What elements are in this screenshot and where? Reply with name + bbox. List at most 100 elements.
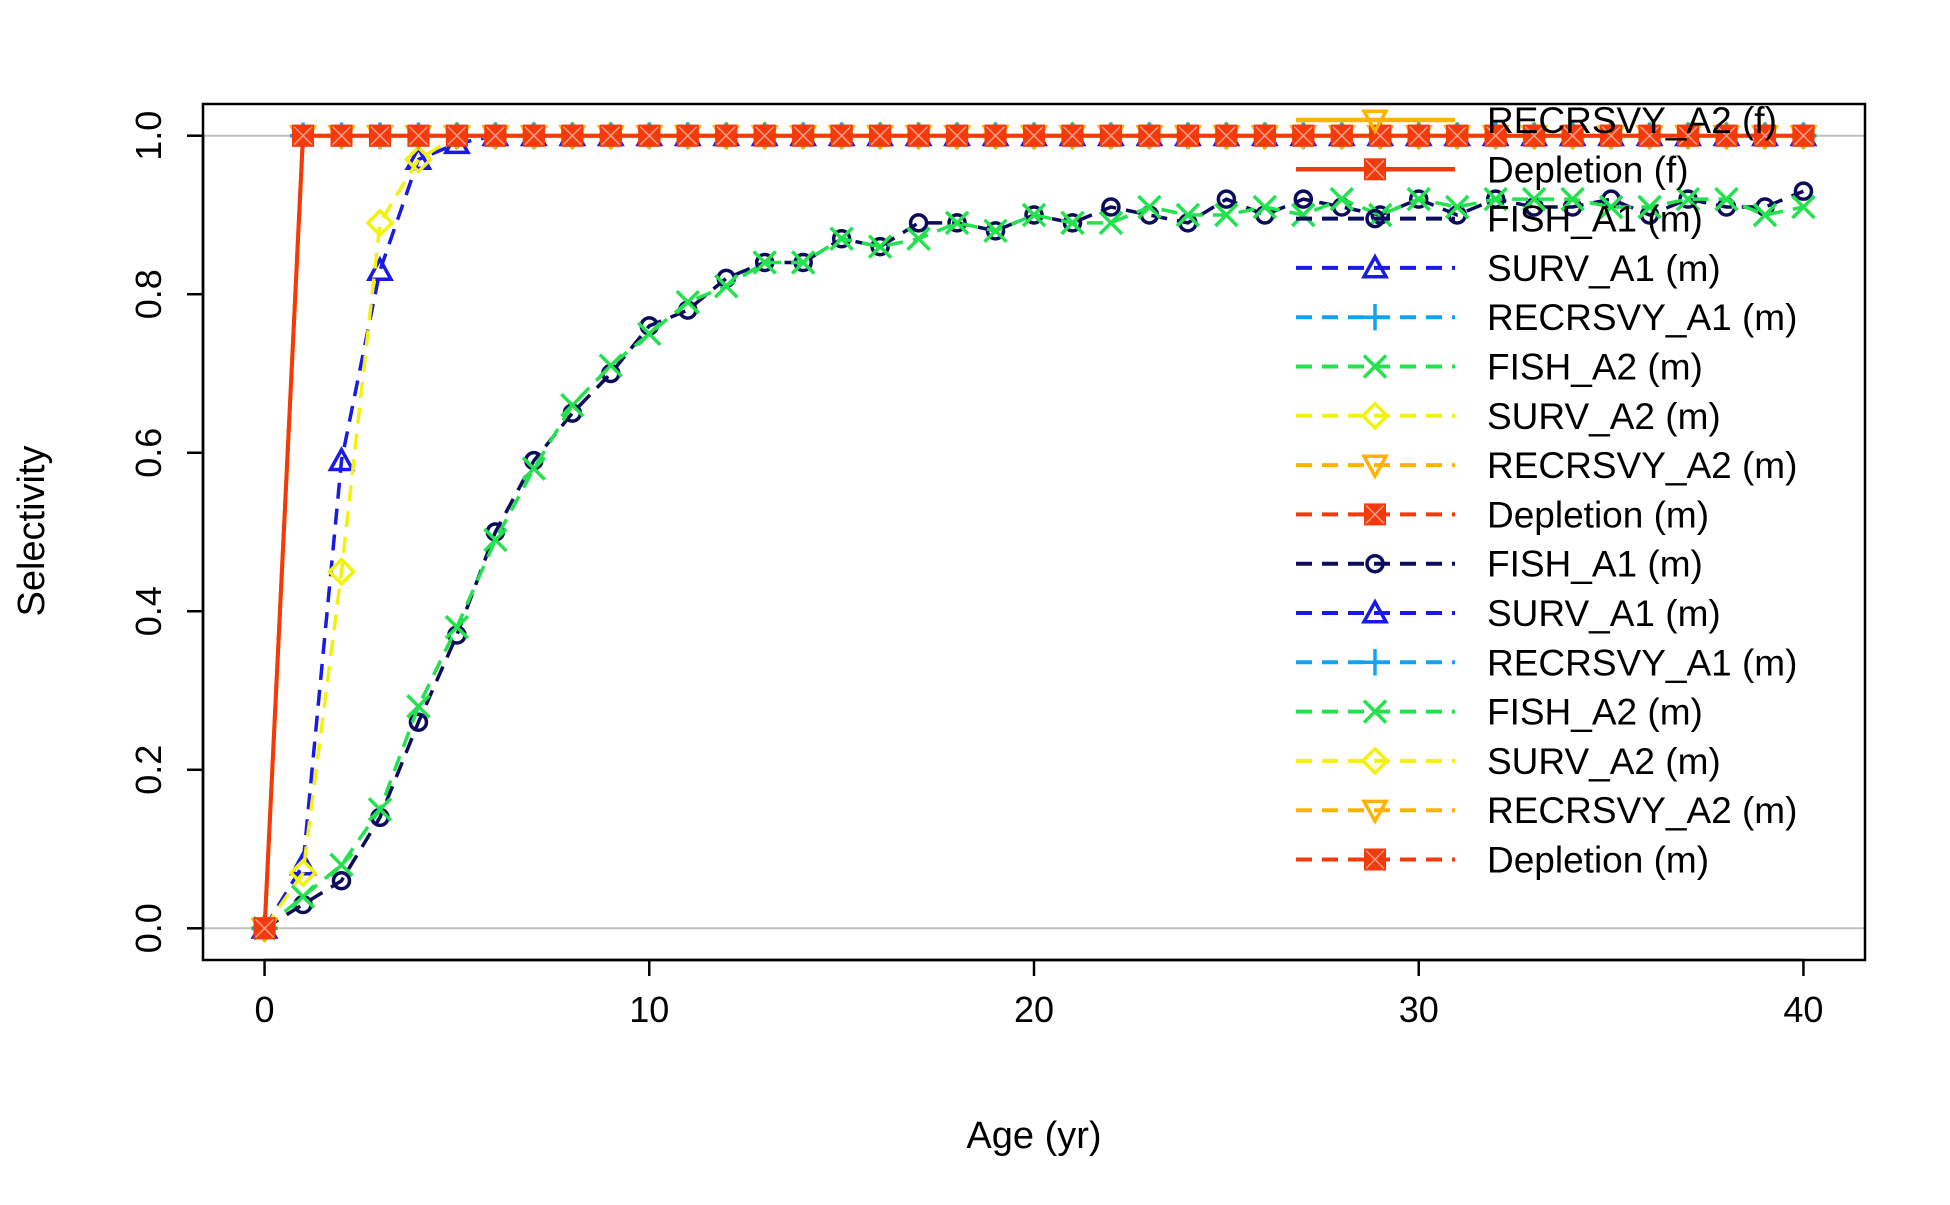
legend-entry: SURV_A2 (m) — [1296, 396, 1721, 437]
data-point-shape — [326, 557, 357, 587]
data-point — [367, 797, 393, 822]
data-point — [1253, 124, 1276, 147]
data-point-shape-cross — [1255, 126, 1275, 146]
data-point — [404, 144, 433, 171]
data-point — [1061, 124, 1084, 147]
data-point — [1060, 210, 1085, 236]
series-line — [262, 133, 1804, 929]
y-tick-label: 0.8 — [128, 269, 169, 319]
legend-marker-shape — [1365, 208, 1385, 229]
data-point — [752, 250, 777, 275]
legend-marker — [1361, 253, 1389, 279]
data-point — [1638, 124, 1661, 147]
data-point-shape-cross — [909, 126, 929, 146]
data-point — [561, 124, 584, 147]
data-point-shape — [1791, 194, 1816, 220]
data-point — [330, 124, 353, 147]
legend-label: RECRSVY_A1 (m) — [1487, 297, 1797, 338]
data-point — [1137, 194, 1162, 220]
legend-label: FISH_A2 (m) — [1487, 692, 1703, 733]
data-point — [753, 124, 776, 147]
legend-label: FISH_A1 (m) — [1487, 199, 1703, 240]
legend-marker — [1365, 208, 1385, 229]
data-point — [676, 124, 699, 147]
legend-marker-shape — [1361, 109, 1389, 135]
data-point — [560, 392, 585, 418]
data-point-shape — [1137, 194, 1162, 220]
series-group — [249, 121, 1819, 943]
legend-marker-shape-cross — [1365, 159, 1385, 179]
legend-label: FISH_A2 (m) — [1487, 347, 1703, 388]
series-fish-a2-m — [252, 186, 1816, 941]
data-point — [329, 852, 354, 878]
data-point-shape — [908, 213, 929, 233]
data-point-shape-cross — [1793, 126, 1813, 146]
data-point — [1330, 124, 1353, 147]
x-tick-label: 30 — [1399, 989, 1439, 1030]
data-point — [637, 321, 662, 347]
legend-marker-shape — [1365, 553, 1385, 574]
legend-label: RECRSVY_A1 (m) — [1487, 642, 1797, 683]
legend-marker — [1360, 401, 1390, 431]
legend-marker-shape-cross — [1365, 504, 1385, 524]
legend-label: FISH_A1 (m) — [1487, 544, 1703, 585]
data-point-shape-cross — [1178, 126, 1198, 146]
legend-entry: RECRSVY_A2 (m) — [1296, 445, 1797, 486]
x-tick-label: 40 — [1783, 989, 1823, 1030]
data-point — [598, 353, 624, 378]
data-point-shape-cross — [1716, 126, 1737, 146]
data-point — [365, 208, 395, 238]
legend-entry: Depletion (f) — [1296, 149, 1689, 190]
legend-label: SURV_A1 (m) — [1487, 593, 1721, 634]
data-point-shape — [1752, 202, 1778, 228]
data-point-shape-cross — [1332, 126, 1352, 146]
legend-label: RECRSVY_A2 (m) — [1487, 445, 1797, 486]
data-point-shape — [1021, 202, 1047, 228]
legend-label: SURV_A2 (m) — [1487, 741, 1721, 782]
data-point-shape-cross — [1409, 126, 1429, 146]
y-tick-label: 1.0 — [128, 111, 169, 161]
data-point-shape — [444, 614, 470, 640]
legend-marker-shape — [1361, 253, 1389, 279]
y-axis-label: Selectivity — [11, 445, 53, 616]
data-point — [521, 456, 547, 481]
data-point-shape-cross — [1563, 126, 1583, 146]
legend-marker — [1361, 598, 1389, 624]
data-point — [1406, 186, 1431, 212]
data-point-shape — [1675, 186, 1701, 212]
y-tick-label: 0.2 — [128, 745, 169, 795]
legend-marker-shape — [1362, 699, 1388, 724]
data-point — [444, 614, 470, 640]
data-point-shape — [365, 208, 395, 238]
data-point-shape — [329, 852, 354, 878]
data-point — [406, 694, 431, 719]
data-point — [290, 884, 316, 909]
data-point-shape-cross — [1755, 126, 1775, 146]
data-point — [944, 210, 970, 236]
data-point-shape-cross — [716, 126, 736, 146]
legend-marker-shape — [1361, 454, 1389, 480]
legend-label: Depletion (m) — [1487, 494, 1709, 535]
data-point — [1444, 194, 1470, 220]
legend-marker-shape — [1361, 799, 1389, 825]
data-point-shape — [1408, 189, 1429, 209]
data-point-shape-cross — [293, 126, 313, 146]
data-point-shape — [906, 226, 931, 251]
data-point-shape — [790, 250, 816, 275]
series-line — [263, 197, 1804, 930]
data-point — [1677, 124, 1700, 147]
y-axis: 0.0 0.2 0.4 0.6 0.8 1.0 — [128, 111, 205, 953]
data-point-shape — [406, 694, 431, 719]
data-point-shape-cross — [1216, 126, 1236, 146]
legend-entry: FISH_A1 (m) — [1296, 199, 1703, 240]
data-point — [1138, 124, 1161, 147]
data-point — [867, 234, 893, 259]
data-point-shape — [1406, 186, 1431, 212]
data-point — [599, 124, 622, 147]
data-point — [713, 274, 739, 299]
data-point-shape-cross — [1062, 126, 1083, 146]
data-point — [1214, 202, 1239, 228]
legend-marker-shape — [1361, 304, 1389, 331]
legend-marker-shape-cross — [1365, 849, 1385, 870]
